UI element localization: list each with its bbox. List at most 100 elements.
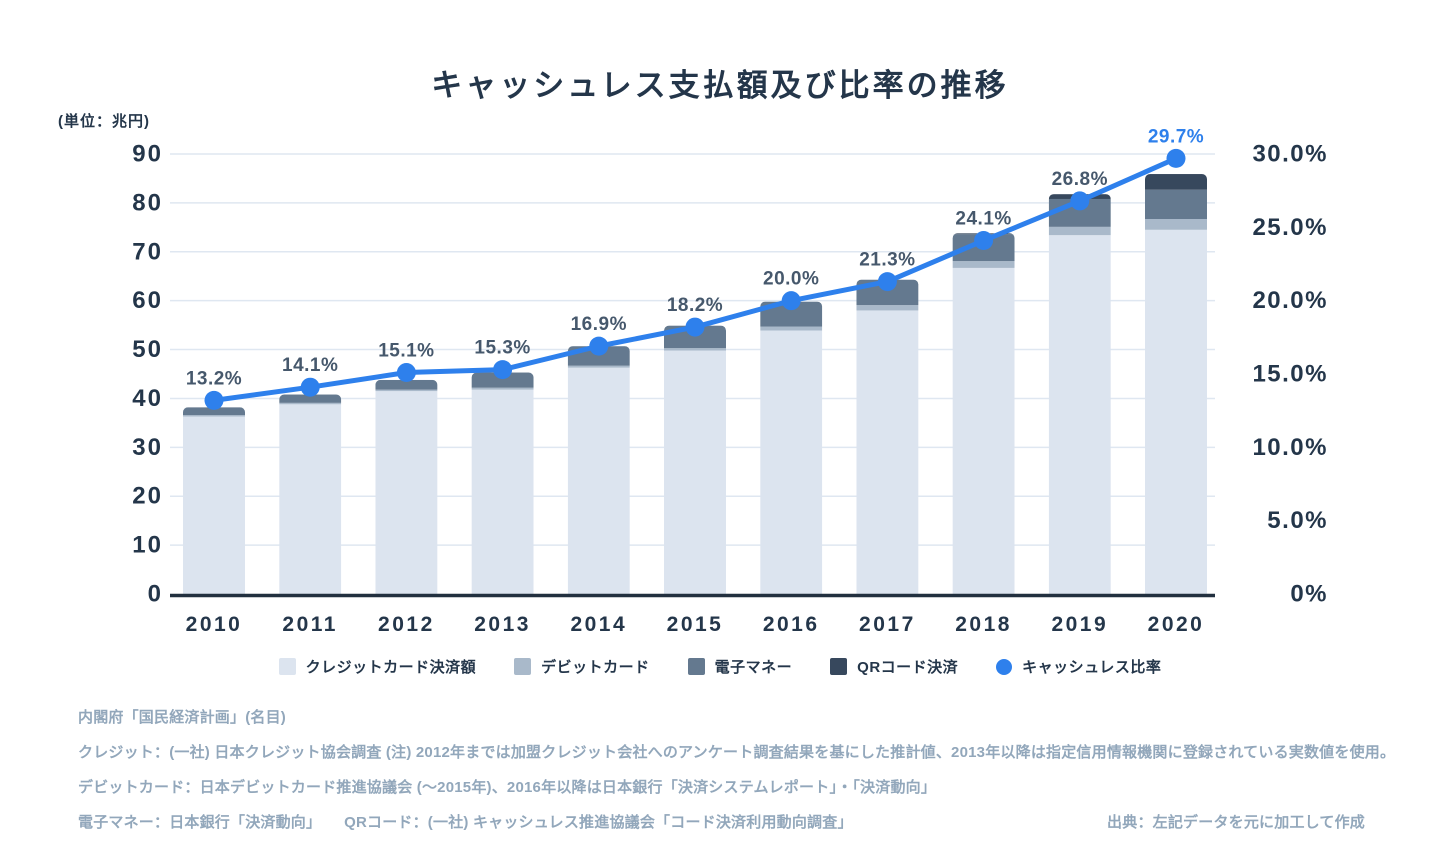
x-axis-labels: 2010 2011 2012 2013 2014 2015 2016 2017 2018 2019… [186,613,1205,636]
bar-2010 [183,407,245,594]
ratio-point-2011 [300,377,320,397]
legend-label: QRコード決済 [857,659,959,676]
ratio-labels: 13.2% 14.1% 15.1% 15.3% 16.9% 18.2% 20.0% 21.3%… [186,126,1204,389]
bar-segment [471,387,534,390]
x-tick-label-2017: 2017 [859,613,916,636]
y-tick-label: 10.0% [1252,434,1328,461]
x-tick-label-2015: 2015 [667,613,724,636]
chart-legend: クレジットカード決済額 デビットカード 電子マネー QRコード決済 キャッシュレ… [0,656,1440,677]
e-money-swatch-icon [687,658,705,675]
bar-segment [471,372,534,388]
ratio-point-2018 [974,231,994,251]
x-tick-label-2014: 2014 [570,613,627,636]
bar-2016 [760,301,823,594]
bar-segment [952,267,1015,594]
source-note: 出典：左記データを元に加工して作成 [1107,814,1365,831]
x-tick-label-2019: 2019 [1051,613,1108,636]
bar-2011 [279,394,342,594]
bar-segment [1145,229,1207,594]
y-axis-unit-label: (単位：兆円) [58,113,150,130]
bar-segment [1145,219,1207,230]
ratio-point-2013 [493,360,513,380]
bar-2013 [471,372,534,594]
x-tick-label-2011: 2011 [282,613,338,636]
y-tick-label: 20 [132,483,163,510]
y-tick-label: 20.0% [1252,287,1328,314]
bar-segment [1145,174,1207,190]
ratio-label-2018: 24.1% [955,209,1011,230]
y-tick-label: 25.0% [1252,214,1328,241]
ratio-point-2020 [1166,148,1186,168]
bar-2018 [952,233,1015,594]
ratio-label-2012: 15.1% [378,341,434,362]
x-tick-label-2012: 2012 [378,613,435,636]
y-tick-label: 70 [132,238,163,265]
footnote-line: クレジット：(一社) 日本クレジット協会調査 (注) 2012年までは加盟クレジ… [78,744,1396,761]
ratio-points [204,148,1186,410]
x-tick-label-2013: 2013 [474,613,531,636]
y-tick-label: 10 [132,532,163,559]
y-tick-label: 80 [132,189,163,216]
ratio-label-2015: 18.2% [667,295,723,316]
bar-segment [760,326,823,331]
bar-segment [375,391,438,594]
bar-segment [471,389,534,594]
bar-segment [1048,235,1111,594]
ratio-point-2014 [589,336,609,356]
legend-label: 電子マネー [714,659,793,676]
ratio-point-2012 [396,363,416,383]
y-tick-label: 60 [132,287,163,314]
x-tick-label-2010: 2010 [186,613,243,636]
bar-segment [279,402,342,405]
x-tick-label-2016: 2016 [763,613,820,636]
bar-segment [952,261,1015,268]
cashless-combo-chart: 0 10 20 30 40 50 60 70 80 90 0% 5.0% 10.0% 15.0% 20.0%… [132,126,1328,636]
stacked-bars [183,174,1207,594]
ratio-label-2014: 16.9% [571,314,627,335]
legend-item-debit-card: デビットカード [514,656,650,677]
bar-segment [183,407,245,416]
y-tick-label: 50 [132,336,163,363]
ratio-label-2013: 15.3% [474,338,530,359]
credit-card-swatch-icon [278,658,296,675]
ratio-label-2010: 13.2% [186,368,242,389]
ratio-label-2020: 29.7% [1148,126,1204,147]
ratio-point-2016 [781,291,801,311]
bar-segment [567,367,630,594]
footnote-line: 電子マネー：日本銀行「決済動向」 QRコード：(一社) キャッシュレス推進協議会… [78,814,853,831]
x-tick-label-2020: 2020 [1148,613,1205,636]
footnotes: 内閣府「国民経済計画」(名目) クレジット：(一社) 日本クレジット協会調査 (… [78,700,1396,840]
footnote-line: デビットカード：日本デビットカード推進協議会 (～2015年)、2016年以降は… [78,779,937,796]
bar-segment [183,415,245,417]
y-axis-left: 0 10 20 30 40 50 60 70 80 90 [132,141,163,608]
bar-2012 [375,379,438,594]
ratio-point-2015 [685,317,705,337]
footnote-line: 内閣府「国民経済計画」(名目) [78,709,286,726]
y-tick-label: 15.0% [1252,361,1328,388]
legend-item-credit-card: クレジットカード決済額 [278,656,477,677]
ratio-point-2019 [1070,191,1090,211]
bar-2019 [1048,194,1111,594]
legend-label: クレジットカード決済額 [305,659,477,676]
y-tick-label: 30.0% [1252,141,1328,168]
legend-item-qr-code: QRコード決済 [830,656,958,677]
y-axis-right: 0% 5.0% 10.0% 15.0% 20.0% 25.0% 30.0% [1252,141,1328,608]
y-tick-label: 0 [148,581,163,608]
bar-segment [856,310,919,594]
bar-2015 [664,325,726,594]
bar-2017 [856,279,919,594]
bar-segment [664,350,726,594]
y-tick-label: 5.0% [1267,507,1328,534]
bar-segment [279,404,342,594]
x-tick-label-2018: 2018 [955,613,1012,636]
cashless-ratio-dot-icon [996,658,1013,675]
bar-segment [375,389,438,392]
y-tick-label: 0% [1290,581,1328,608]
chart-title: キャッシュレス支払額及び比率の推移 [431,68,1009,103]
bar-segment [856,305,919,311]
ratio-label-2016: 20.0% [763,269,819,290]
bar-segment [183,416,245,594]
ratio-label-2017: 21.3% [859,250,915,271]
bar-segment [567,365,630,368]
